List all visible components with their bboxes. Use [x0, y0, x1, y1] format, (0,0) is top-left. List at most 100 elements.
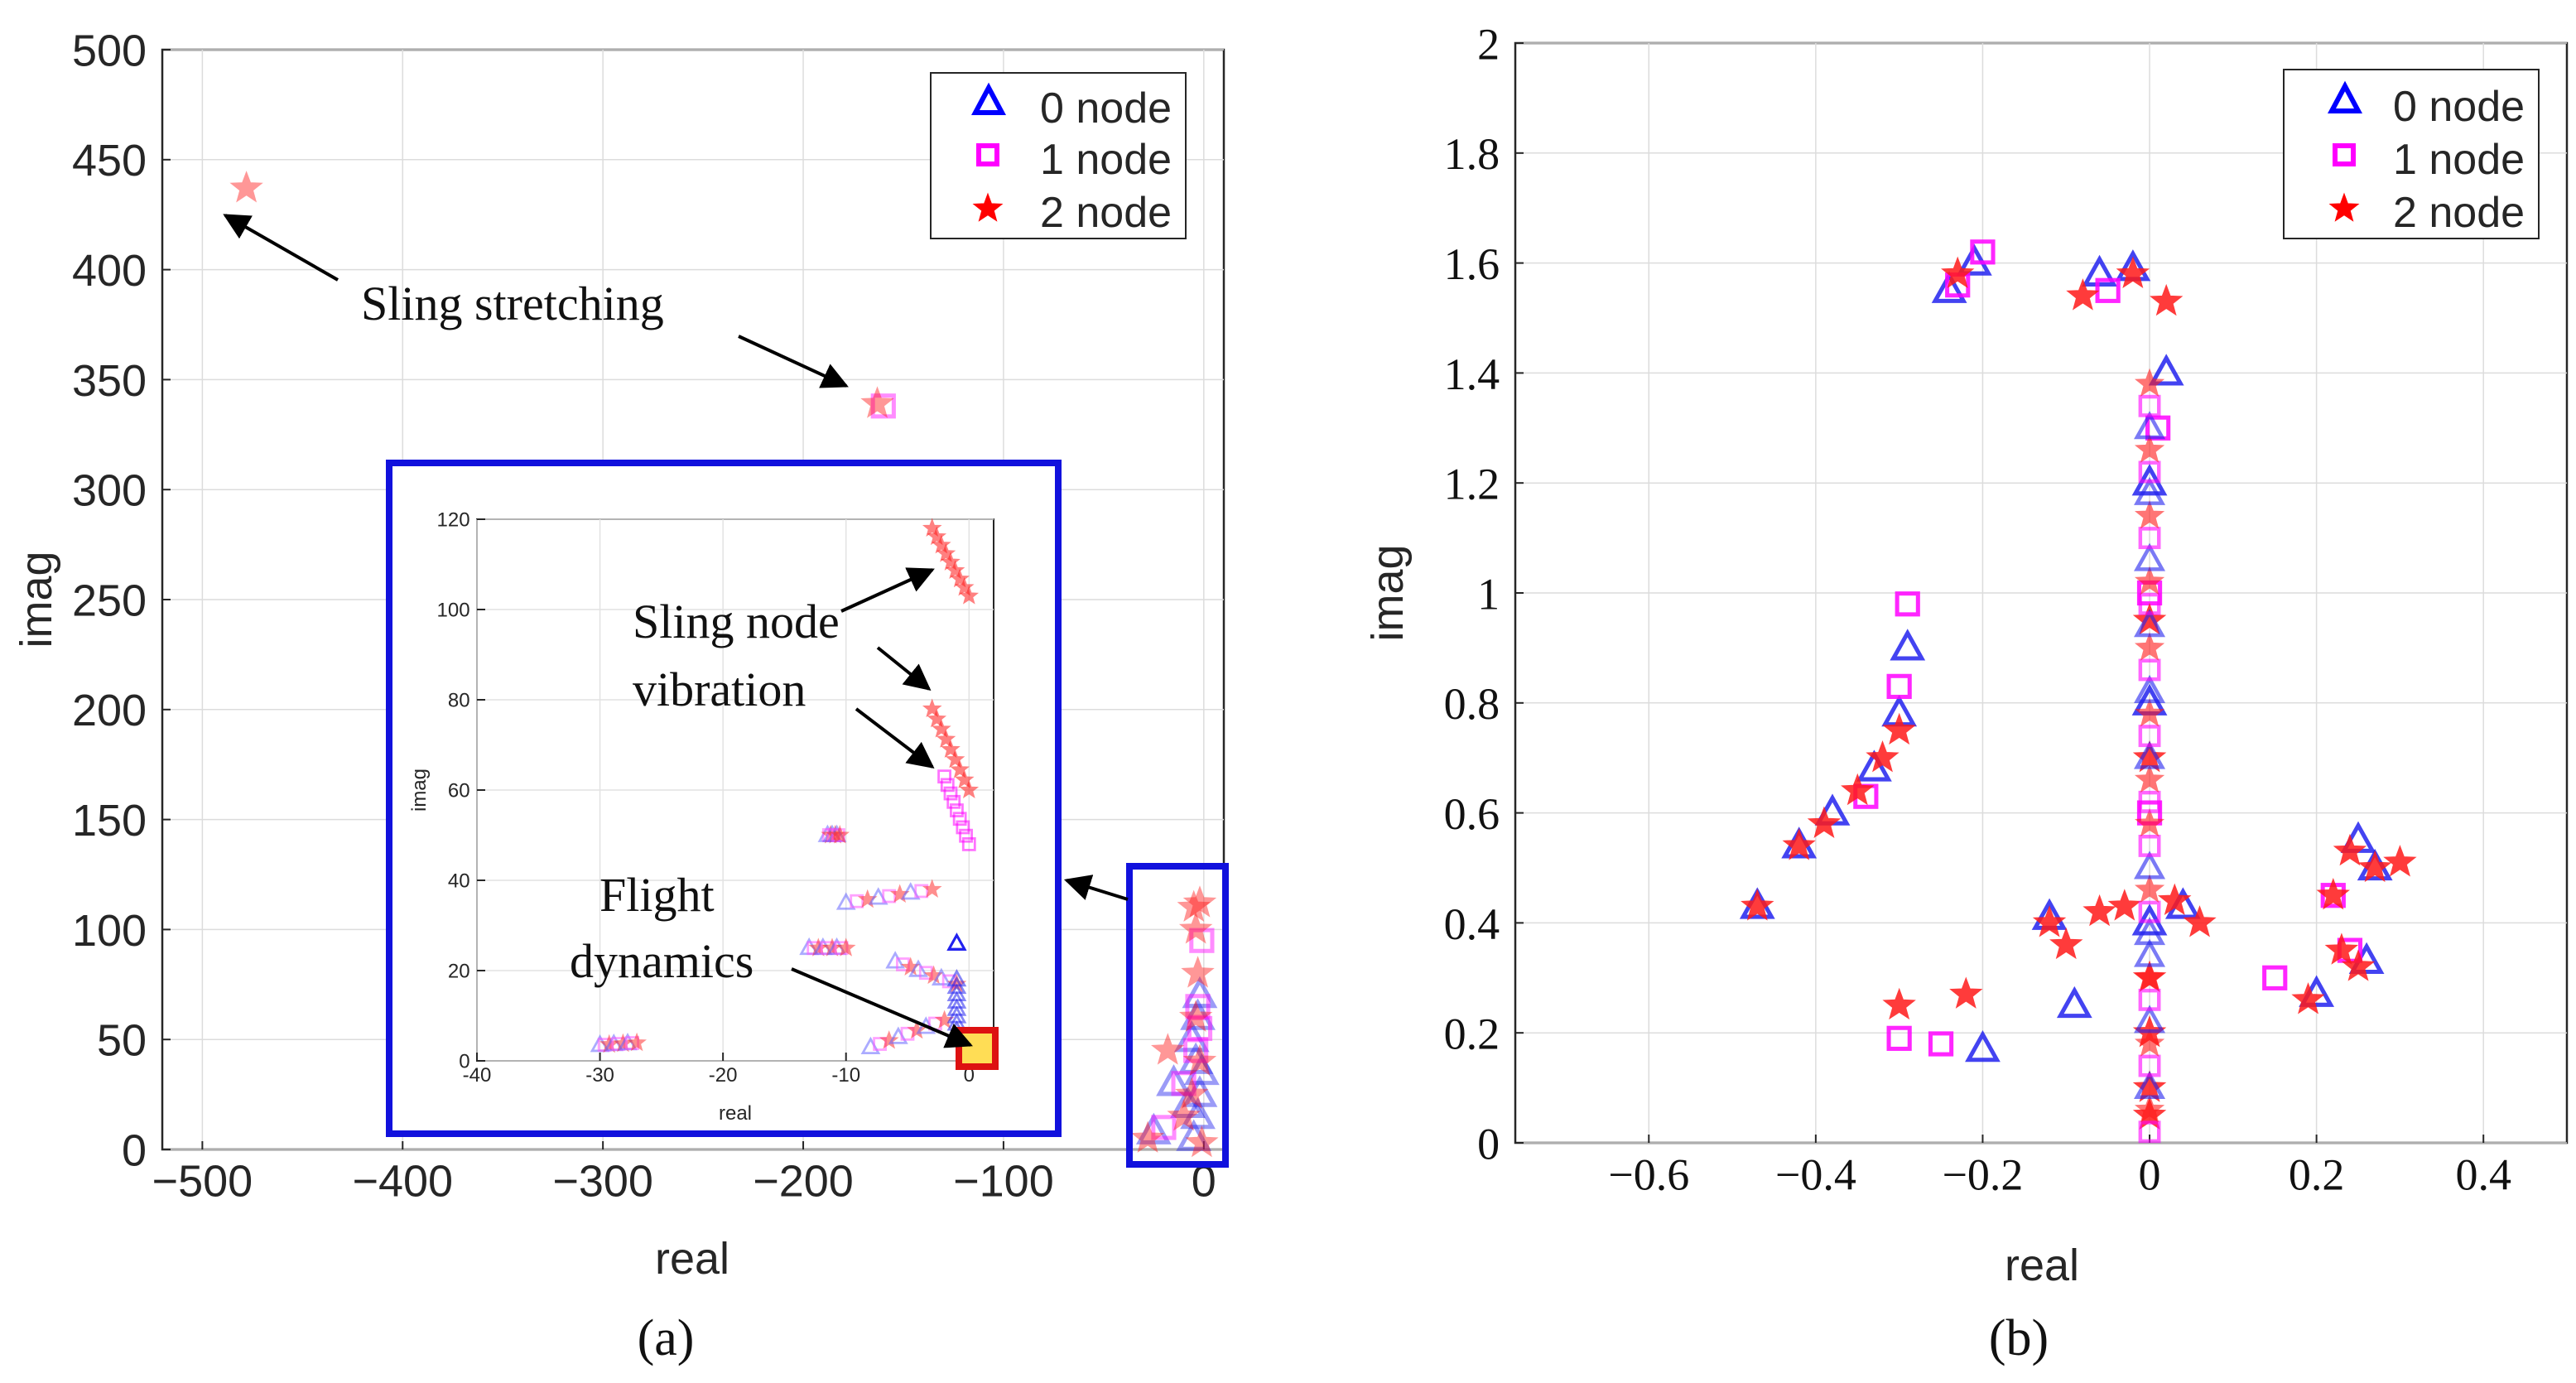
y-tick-label: 0.6 [1444, 789, 1500, 839]
panel-a-point [1170, 1086, 1206, 1118]
panel-b-column-point [2138, 460, 2161, 484]
y-tick-label: 1.8 [1444, 129, 1500, 179]
panel-b-column-point [2134, 1071, 2166, 1100]
inset-point [959, 828, 973, 843]
inset-point [941, 739, 961, 758]
inset-point [959, 779, 980, 799]
arrow-sling-node-2 [876, 646, 932, 692]
inset-point [945, 560, 965, 580]
panel-a-point [1175, 1077, 1209, 1109]
inset-point [879, 1030, 899, 1049]
annotation-flight-line2: dynamics [570, 934, 754, 988]
panel-b-column-point [2134, 476, 2166, 505]
panel-a-point [1135, 1112, 1172, 1144]
inset-point [882, 889, 897, 904]
panel-a-point [1177, 1042, 1214, 1074]
panel-b-column-point [2134, 807, 2165, 837]
panel-b-legend-triangle-icon [2328, 80, 2362, 113]
y-tick-label: 250 [72, 576, 147, 625]
panel-b-column-point [2134, 698, 2165, 727]
panel-a-point [229, 171, 263, 203]
flight-dynamics-box [956, 1027, 999, 1070]
panel-b-column-point [2134, 566, 2165, 595]
panel-b-point [2383, 845, 2417, 877]
panel-b-column-point [2138, 1054, 2161, 1077]
x-tick-label: -40 [463, 1064, 492, 1087]
panel-b-point [2066, 278, 2100, 311]
panel-a-zoom-region [1126, 863, 1229, 1168]
panel-b-point [2082, 254, 2117, 287]
panel-a-point [1187, 1015, 1213, 1042]
panel-a-point [1180, 1096, 1216, 1130]
panel-a-point [1182, 976, 1218, 1009]
panel-b-point [2148, 354, 2184, 386]
panel-b-point [1882, 712, 1916, 745]
arrow-sling-stretching-1 [223, 214, 339, 282]
panel-a-markers [229, 171, 1220, 1158]
x-tick-label: −0.4 [1775, 1150, 1856, 1200]
panel-a-y-ticks: 0 50 100 150 200 250 300 350 400 450 500 [72, 26, 171, 1175]
y-tick-label: 60 [448, 780, 470, 802]
panel-b-point [2262, 965, 2288, 990]
panel-b-point [1866, 740, 1899, 773]
panel-a-point [1171, 1071, 1197, 1096]
inset-point [937, 769, 951, 784]
panel-b-point [2116, 256, 2150, 289]
x-tick-label: -20 [709, 1064, 738, 1087]
inset-point [959, 585, 980, 605]
y-tick-label: 450 [72, 136, 147, 186]
y-tick-label: 120 [437, 509, 470, 532]
inset-point [961, 837, 976, 851]
panel-a-point [870, 393, 896, 419]
panel-b-column-point [2138, 527, 2161, 550]
y-tick-label: 0.8 [1444, 679, 1500, 729]
panel-a-point [1185, 994, 1211, 1019]
panel-b-column-point [2134, 1094, 2165, 1123]
panel-b-column-point [2138, 592, 2161, 615]
panel-b-column-point [2138, 658, 2161, 682]
inset-point [932, 534, 951, 554]
inset-x-axis-label: real [719, 1102, 752, 1125]
panel-a-legend-entry-1: 1 node [1040, 136, 1172, 184]
y-tick-label: 0.4 [1444, 899, 1500, 949]
panel-a: −500 −400 −300 −200 −100 0 0 50 100 150 200 250 300… [12, 26, 1229, 1366]
panel-a-point [1178, 1000, 1213, 1032]
panel-b-legend-entry-1: 1 node [2393, 136, 2525, 184]
panel-a-point [1180, 998, 1216, 1030]
panel-b-column-point [2134, 1028, 2165, 1057]
inset-point [940, 778, 955, 793]
panel-a-point [1183, 1038, 1209, 1063]
y-tick-label: 2 [1477, 19, 1500, 69]
inset-point [941, 552, 961, 571]
panel-b-point [2291, 982, 2325, 1014]
inset-point [885, 951, 906, 969]
panel-b-point [1807, 806, 1842, 839]
panel-a-point [1156, 1064, 1192, 1096]
panel-a-point [860, 386, 894, 418]
panel-b-point [1856, 749, 1892, 782]
inset-point [936, 729, 956, 748]
inset-point [945, 749, 965, 769]
panel-b-column-point [2134, 740, 2166, 769]
panel-a-point [1183, 1053, 1220, 1086]
arrow-flight-dynamics [791, 967, 973, 1048]
inset-y-axis-label: imag [408, 769, 431, 812]
x-tick-label: −200 [753, 1157, 854, 1207]
panel-a-point [1182, 1043, 1217, 1076]
panel-b-point [1741, 889, 1774, 921]
panel-b-point [2158, 883, 2192, 916]
panel-b-column-point [2134, 368, 2165, 398]
panel-b-column-point [2138, 394, 2161, 417]
panel-b-column-point [2134, 411, 2166, 440]
panel-b-point [1886, 673, 1912, 700]
x-tick-label: −100 [953, 1157, 1054, 1207]
panel-a-point [1167, 1098, 1201, 1131]
panel-b-column-point [2138, 1120, 2161, 1144]
panel-b-point [2032, 905, 2067, 937]
panel-b-point [2183, 905, 2217, 937]
panel-b-column-point [2134, 499, 2165, 529]
inset-point [931, 967, 951, 985]
panel-a-y-axis-label: imag [12, 551, 61, 648]
